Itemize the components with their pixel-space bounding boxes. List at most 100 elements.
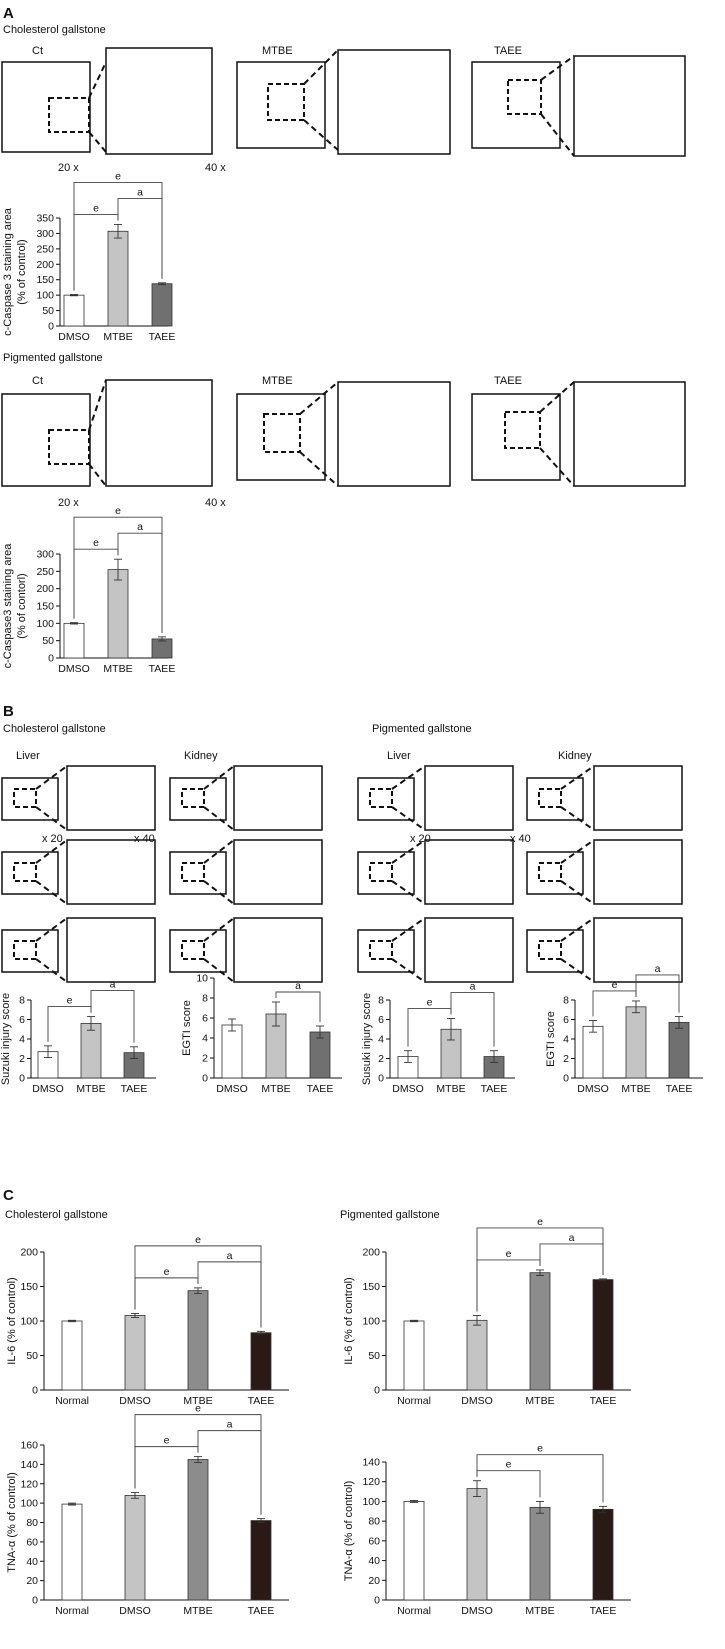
y-tick-label: 200 [20,1247,38,1259]
he-kidney-small [169,777,227,821]
panel-a-chol-mtbe-label: MTBE [262,45,293,57]
micrograph-pig-ct-40x [105,379,213,487]
category-label: TAEE [248,1605,275,1617]
zoom-line [391,917,426,942]
bar-dmso [124,1315,146,1391]
zoom-line [203,839,235,864]
he-liver-small [357,929,415,973]
significance-bracket [476,1454,604,1503]
zoom-line [203,958,235,983]
y-tick-label: 150 [36,601,54,613]
zoom-box [507,79,542,115]
bar-mtbe [187,1290,209,1391]
zoom-box [538,940,562,960]
zoom-line [88,463,107,487]
y-tick-label: 200 [36,259,54,271]
chart-C-chol-il6: 0 50 100 150 200 IL-6 (% of control) Normal DMS… [6,1234,289,1407]
y-tick-label: 50 [26,1350,38,1362]
bar-taee [668,1022,690,1079]
panel-a-pig-taee-label: TAEE [494,375,522,387]
y-tick-label: 0 [374,1595,380,1607]
panel-a-letter: A [3,5,14,22]
bar-taee [250,1520,272,1601]
bar-mtbe [107,569,129,659]
micrograph-chol-ct-20x [1,61,91,153]
y-tick-label: 100 [36,290,54,302]
zoom-line [299,381,339,415]
zoom-box [369,862,393,882]
bar-normal [403,1320,425,1391]
zoom-box [267,83,305,121]
y-tick-label: 50 [42,305,54,317]
zoom-box [48,429,90,465]
category-label: Normal [55,1395,89,1407]
significance-bracket [539,1243,604,1275]
mag-x40-label: x 40 [134,833,155,845]
bar-dmso [124,1494,146,1601]
y-axis-label: EGTI score [545,1011,557,1067]
category-label: MTBE [261,1083,290,1095]
bar-taee [592,1508,614,1601]
bar-normal [403,1501,425,1601]
he-kidney-large [593,917,683,983]
significance-label: a [137,521,143,533]
significance-label: a [655,963,661,975]
zoom-line [35,917,68,942]
panel-b-pigmented-title: Pigmented gallstone [372,723,472,735]
y-tick-label: 0 [32,1385,38,1397]
zoom-line [35,765,68,790]
y-tick-label: 250 [36,566,54,578]
significance-label: a [110,979,116,991]
y-tick-label: 150 [362,1281,380,1293]
zoom-box [181,940,205,960]
significance-label: e [67,995,73,1007]
micrograph-chol-taee-20x [471,61,561,149]
chart-B-pig-egti: 0 2 4 6 8 EGTI score DMSO MTBE TAEE e a [545,963,703,1095]
zoom-line [560,880,595,905]
he-kidney-large [233,765,323,831]
zoom-line [560,839,595,864]
category-label: Normal [397,1605,431,1617]
panel-a-pig-ct-label: Ct [32,375,43,387]
significance-bracket [635,974,680,1013]
significance-label: a [227,1419,233,1431]
category-label: TAEE [590,1395,617,1407]
significance-label: e [195,1234,201,1246]
y-tick-label: 4 [202,1033,208,1045]
category-label: MTBE [621,1083,650,1095]
panel-b-letter: B [3,703,14,720]
zoom-box [504,411,541,449]
y-tick-label: 150 [20,1281,38,1293]
y-tick-label: 6 [563,1014,569,1026]
y-axis-label: TNA-α (% of control) [343,1481,355,1582]
he-kidney-small [526,929,584,973]
zoom-line [391,839,426,864]
y-tick-label: 200 [36,583,54,595]
y-tick-label: 8 [563,995,569,1007]
panel-b-chol-kidney-label: Kidney [184,750,218,762]
zoom-line [35,806,68,831]
y-tick-label: 0 [202,1073,208,1085]
y-tick-label: 6 [378,1014,384,1026]
y-tick-label: 0 [563,1073,569,1085]
zoom-box [13,940,37,960]
he-kidney-large [593,765,683,831]
category-label: DMSO [216,1083,248,1095]
y-tick-label: 50 [42,635,54,647]
y-tick-label: 2 [563,1053,569,1065]
bar-dmso [221,1024,243,1079]
y-tick-label: 8 [19,995,25,1007]
zoom-box [369,940,393,960]
chart-B-chol-suzuki: 0 2 4 6 8 Suzuki injury score DMSO MTBE TAEE e a [0,979,156,1095]
chart-C-pig-il6: 0 50 100 150 200 IL-6 (% of control) Normal DMS… [343,1216,631,1407]
micrograph-pig-taee-40x [573,381,686,487]
zoom-line [203,765,235,790]
y-axis-label-units: (% of contorl) [16,573,28,638]
panel-a-cholesterol-title: Cholesterol gallstone [3,24,106,36]
he-liver-large [424,765,514,831]
y-tick-label: 350 [36,213,54,225]
micrograph-chol-mtbe-40x [337,49,451,155]
category-label: DMSO [119,1395,151,1407]
significance-bracket [90,990,135,1043]
